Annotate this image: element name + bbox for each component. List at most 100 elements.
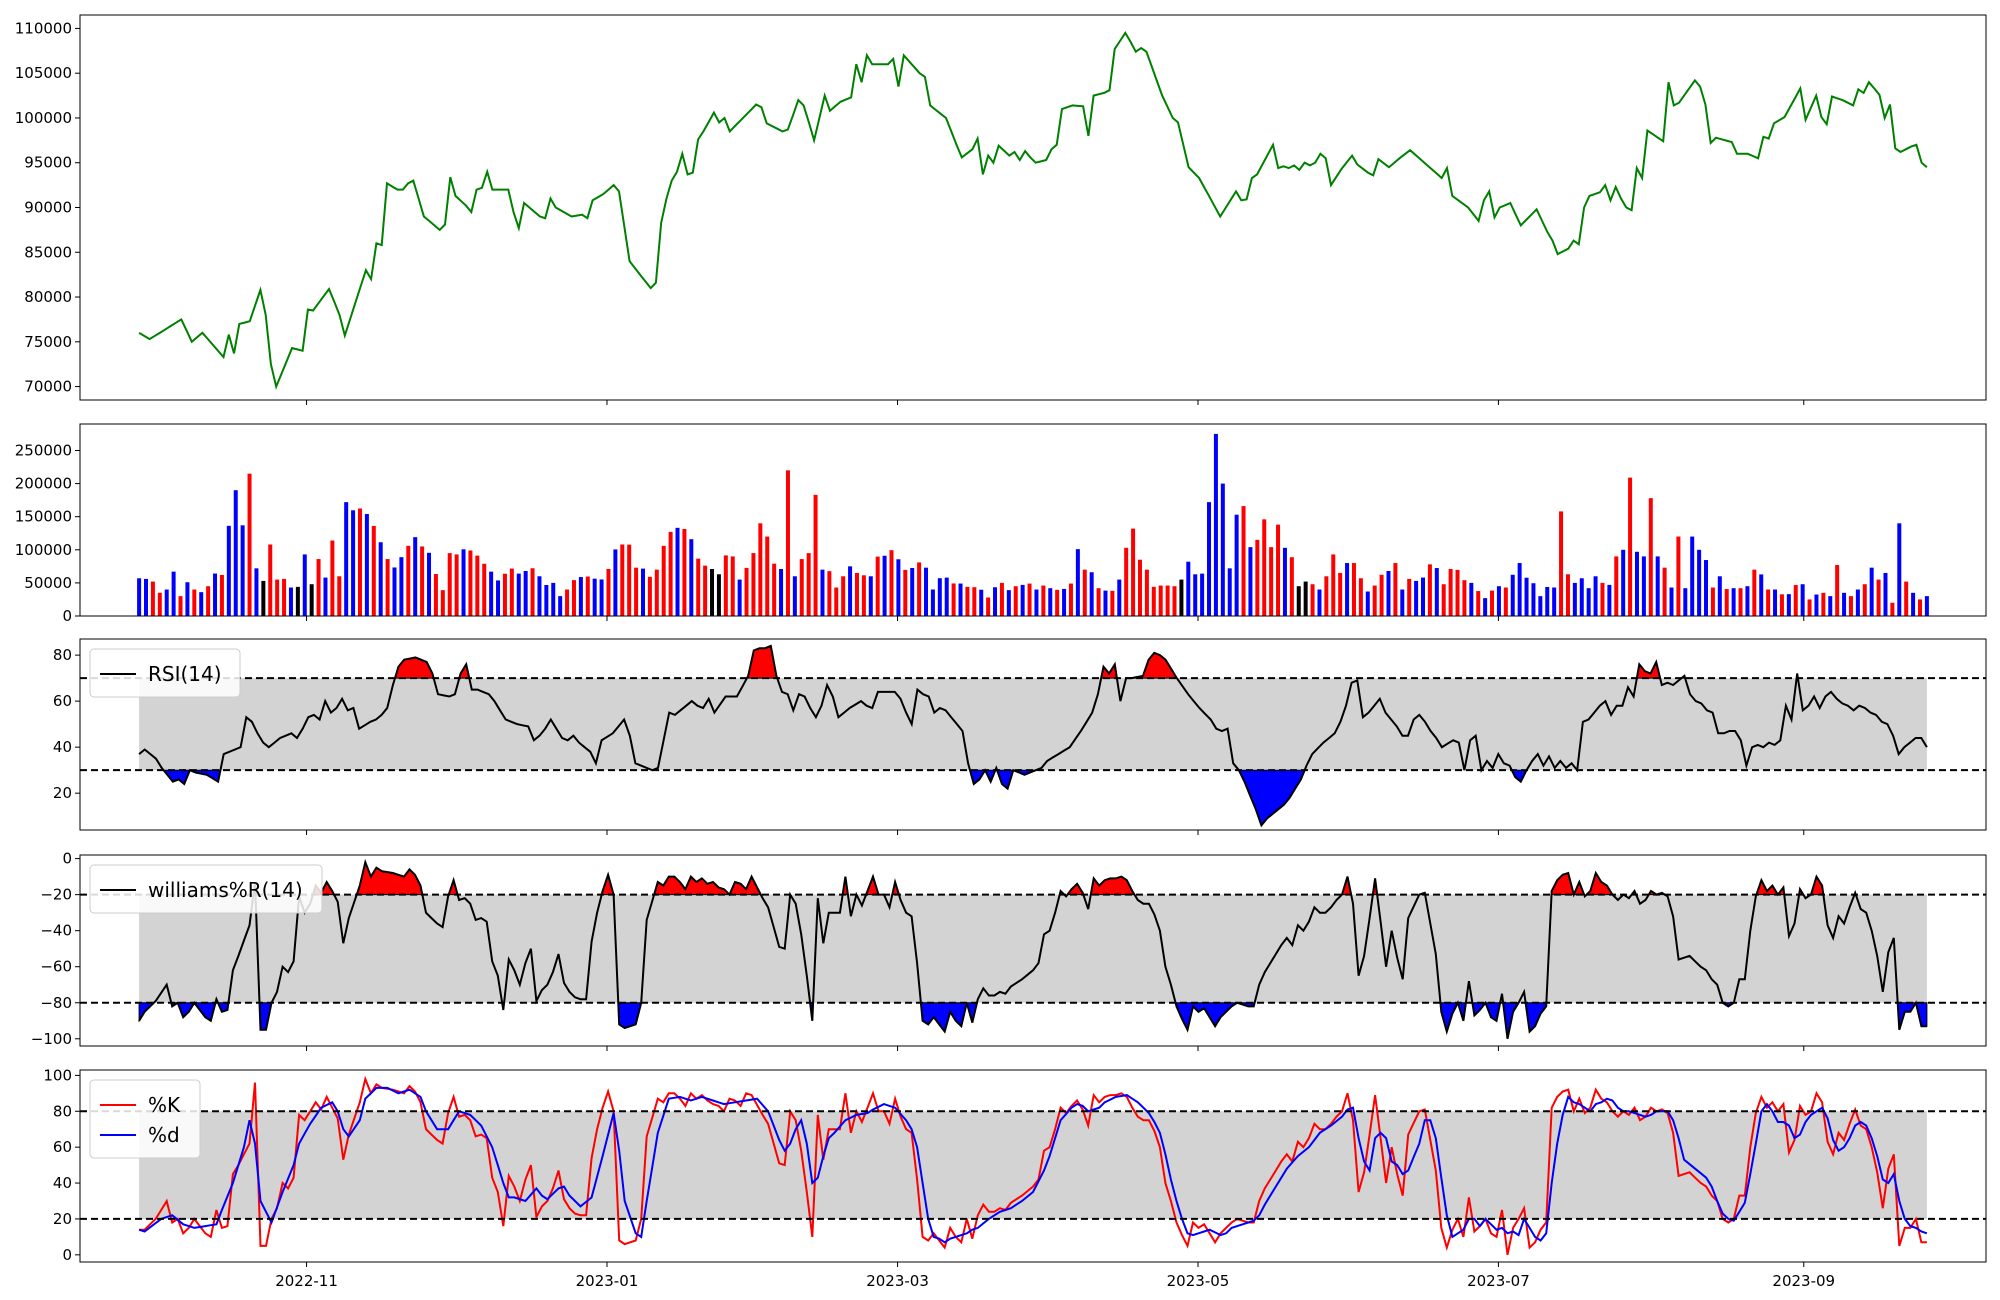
x-tick-label: 2023-09 bbox=[1772, 1272, 1835, 1290]
volume-bar bbox=[1131, 528, 1136, 616]
volume-bar bbox=[1724, 588, 1729, 616]
volume-bar bbox=[1669, 587, 1674, 616]
volume-bar bbox=[758, 523, 763, 616]
volume-bar bbox=[275, 579, 280, 616]
volume-bar bbox=[1614, 556, 1619, 616]
volume-bar bbox=[323, 577, 328, 616]
volume-bar bbox=[1648, 498, 1653, 616]
volume-bar bbox=[282, 578, 287, 616]
volume-bar bbox=[1068, 583, 1073, 616]
volume-bar bbox=[965, 586, 970, 616]
volume-bar bbox=[1055, 589, 1060, 616]
volume-bar bbox=[1124, 547, 1129, 616]
volume-bar bbox=[668, 531, 673, 616]
volume-bar bbox=[1013, 586, 1018, 616]
volume-bar bbox=[1234, 514, 1239, 616]
volume-bar bbox=[1414, 580, 1419, 616]
volume-bar bbox=[1517, 563, 1522, 616]
volume-bar bbox=[1317, 589, 1322, 616]
volume-bar bbox=[620, 544, 625, 616]
williams-oversold-fill bbox=[920, 1002, 968, 1033]
volume-bar bbox=[627, 544, 632, 616]
volume-bar bbox=[1807, 599, 1812, 616]
volume-bar bbox=[613, 549, 618, 616]
volume-bar bbox=[1717, 576, 1722, 616]
volume-bar bbox=[710, 568, 715, 616]
volume-bar bbox=[496, 580, 501, 616]
volume-bar bbox=[1897, 523, 1902, 616]
volume-bar bbox=[509, 568, 514, 616]
volume-bar bbox=[751, 553, 756, 616]
x-tick-label: 2023-05 bbox=[1167, 1272, 1230, 1290]
volume-bar bbox=[288, 587, 293, 616]
volume-bar bbox=[1220, 483, 1225, 616]
volume-bar bbox=[1448, 568, 1453, 616]
volume-bar bbox=[1876, 579, 1881, 616]
volume-bar bbox=[1172, 586, 1177, 616]
price-ytick-label: 85000 bbox=[24, 243, 72, 261]
volume-bar bbox=[1400, 589, 1405, 616]
volume-bar bbox=[475, 555, 480, 616]
volume-bar bbox=[137, 578, 142, 616]
volume-bar bbox=[1759, 574, 1764, 616]
volume-bar bbox=[986, 597, 991, 616]
stochastic-legend-label: %K bbox=[148, 1093, 181, 1117]
volume-bar bbox=[1151, 586, 1156, 616]
volume-bar bbox=[1773, 589, 1778, 616]
volume-bar bbox=[413, 537, 418, 616]
volume-bar bbox=[903, 569, 908, 616]
williams-line-0 bbox=[138, 858, 1927, 1040]
date-axis: 2022-11 2023-01 2023-03 2023-05 2023-07 2023-… bbox=[275, 400, 1835, 1290]
volume-bar bbox=[1469, 582, 1474, 616]
volume-bar bbox=[654, 569, 659, 616]
volume-bar bbox=[1890, 602, 1895, 616]
volume-bar bbox=[1710, 587, 1715, 616]
volume-bar bbox=[502, 573, 507, 616]
volume-bar bbox=[1752, 569, 1757, 616]
volume-bar bbox=[1269, 547, 1274, 616]
volume-bar bbox=[1586, 588, 1591, 616]
volume-bar bbox=[1276, 524, 1281, 616]
volume-bar bbox=[1110, 590, 1115, 616]
volume-bar bbox=[785, 470, 790, 616]
volume-ytick-label: 250000 bbox=[15, 441, 72, 459]
volume-bar bbox=[1207, 502, 1212, 616]
rsi-band bbox=[139, 678, 1927, 771]
volume-bar bbox=[813, 494, 818, 616]
rsi-line-0 bbox=[138, 644, 1928, 828]
volume-bar bbox=[1738, 588, 1743, 616]
volume-bar bbox=[1779, 594, 1784, 616]
volume-bar bbox=[268, 544, 273, 616]
volume-bar bbox=[1483, 598, 1488, 616]
volume-bar bbox=[1089, 572, 1094, 616]
volume-bar bbox=[1255, 539, 1260, 616]
stochastic-ytick-label: 60 bbox=[53, 1138, 72, 1156]
volume-bar bbox=[1020, 584, 1025, 616]
volume-bar bbox=[309, 584, 314, 616]
volume-bar bbox=[1144, 569, 1149, 616]
stochastic-ytick-label: 100 bbox=[43, 1066, 72, 1084]
volume-bar bbox=[1559, 511, 1564, 616]
volume-bar bbox=[592, 578, 597, 616]
volume-bar bbox=[647, 576, 652, 616]
stochastic-frame bbox=[79, 1069, 1987, 1263]
rsi-ytick-label: 60 bbox=[53, 692, 72, 710]
williams-ytick-label: −60 bbox=[40, 958, 72, 976]
williams-ytick-label: −100 bbox=[31, 1030, 72, 1048]
volume-bar bbox=[875, 556, 880, 616]
rsi-legend bbox=[89, 648, 241, 698]
volume-bar bbox=[1917, 599, 1922, 616]
volume-bar bbox=[440, 590, 445, 616]
volume-bar bbox=[1462, 580, 1467, 616]
x-tick-label: 2023-03 bbox=[866, 1272, 929, 1290]
volume-bar bbox=[1193, 574, 1198, 616]
stochastic-ytick-label: 0 bbox=[62, 1246, 72, 1264]
price-frame bbox=[79, 14, 1987, 401]
volume-bar bbox=[1027, 583, 1032, 616]
price-line bbox=[138, 31, 1928, 390]
volume-bar bbox=[1490, 590, 1495, 616]
volume-bar bbox=[606, 568, 611, 616]
volume-bar bbox=[1531, 583, 1536, 616]
williams-panel: 0 −20 −40 −60 −80 −100 williams%R(14) bbox=[31, 850, 1987, 1048]
volume-bar bbox=[744, 567, 749, 616]
